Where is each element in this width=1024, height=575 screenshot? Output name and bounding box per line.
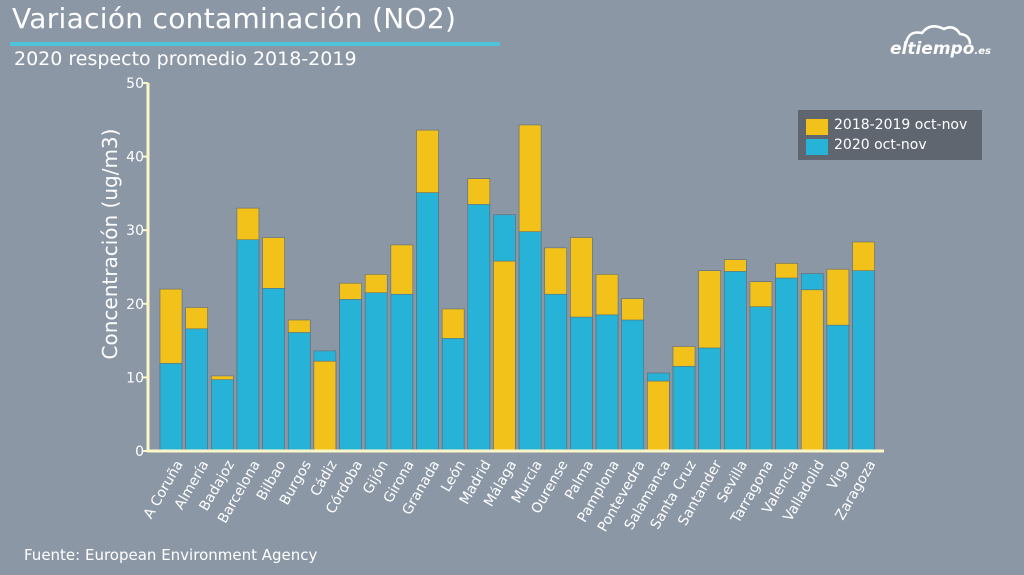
logo-suffix: .es: [974, 46, 991, 57]
y-tick-label: 40: [126, 150, 144, 166]
bar-2020-15: [544, 293, 568, 452]
y-tick-label: 30: [126, 223, 144, 239]
y-tick-label: 20: [126, 297, 144, 313]
legend-swatch-2020: [806, 139, 828, 155]
y-tick-label: 0: [135, 444, 144, 460]
chart-subtitle: 2020 respecto promedio 2018-2019: [14, 48, 357, 70]
bar-2020-2: [211, 379, 234, 452]
y-axis-label: Concentración (ug/m3): [98, 129, 122, 360]
legend: 2018-2019 oct-nov 2020 oct-nov: [798, 110, 982, 160]
bar-2020-20: [672, 366, 696, 452]
bars-layer: [159, 124, 875, 452]
cloud-icon: [904, 25, 972, 45]
bar-2020-21: [698, 347, 721, 452]
y-ticks-layer: 0 10 20 30 40 50: [126, 76, 148, 460]
axis-layer: [146, 83, 884, 453]
bar-2020-1: [185, 328, 208, 452]
bar-2020-10: [416, 192, 439, 452]
bar-2020-7: [339, 299, 362, 452]
bar-2020-17: [595, 314, 619, 452]
bar-2020-24: [775, 277, 798, 452]
title-underline: [10, 42, 500, 46]
y-tick-label: 50: [126, 76, 144, 92]
bar-2020-5: [287, 332, 311, 452]
bar-2018-2019-13: [493, 260, 516, 452]
bar-2020-23: [749, 306, 773, 452]
bar-2018-2019-19: [647, 380, 670, 452]
bar-2020-12: [467, 204, 491, 452]
eltiempo-logo[interactable]: eltiempo.es: [888, 22, 1008, 62]
bar-2020-14: [518, 231, 542, 452]
legend-label-2018-2019: 2018-2019 oct-nov: [834, 117, 968, 133]
bar-2020-4: [262, 288, 285, 452]
bar-2020-9: [390, 293, 414, 452]
y-tick-label: 10: [126, 370, 144, 386]
source-note: Fuente: European Environment Agency: [24, 546, 318, 564]
bar-2020-18: [621, 319, 645, 452]
bar-2020-8: [364, 292, 388, 452]
x-labels-layer: A CoruñaAlmeríaBadajozBarcelonaBilbaoBur…: [141, 458, 880, 535]
bar-2020-22: [723, 271, 747, 452]
legend-label-2020: 2020 oct-nov: [834, 137, 927, 153]
bar-2020-26: [826, 324, 850, 452]
bar-2018-2019-6: [313, 360, 337, 452]
chart-title: Variación contaminación (NO2): [12, 2, 457, 35]
bar-2020-0: [159, 363, 183, 452]
bar-2018-2019-25: [800, 289, 824, 452]
bar-2020-27: [852, 270, 875, 452]
bar-2020-16: [570, 316, 593, 452]
logo-text: eltiempo.es: [890, 39, 991, 59]
bar-2020-3: [236, 239, 260, 452]
bar-2020-11: [441, 338, 465, 452]
legend-swatch-2018-2019: [806, 119, 828, 135]
